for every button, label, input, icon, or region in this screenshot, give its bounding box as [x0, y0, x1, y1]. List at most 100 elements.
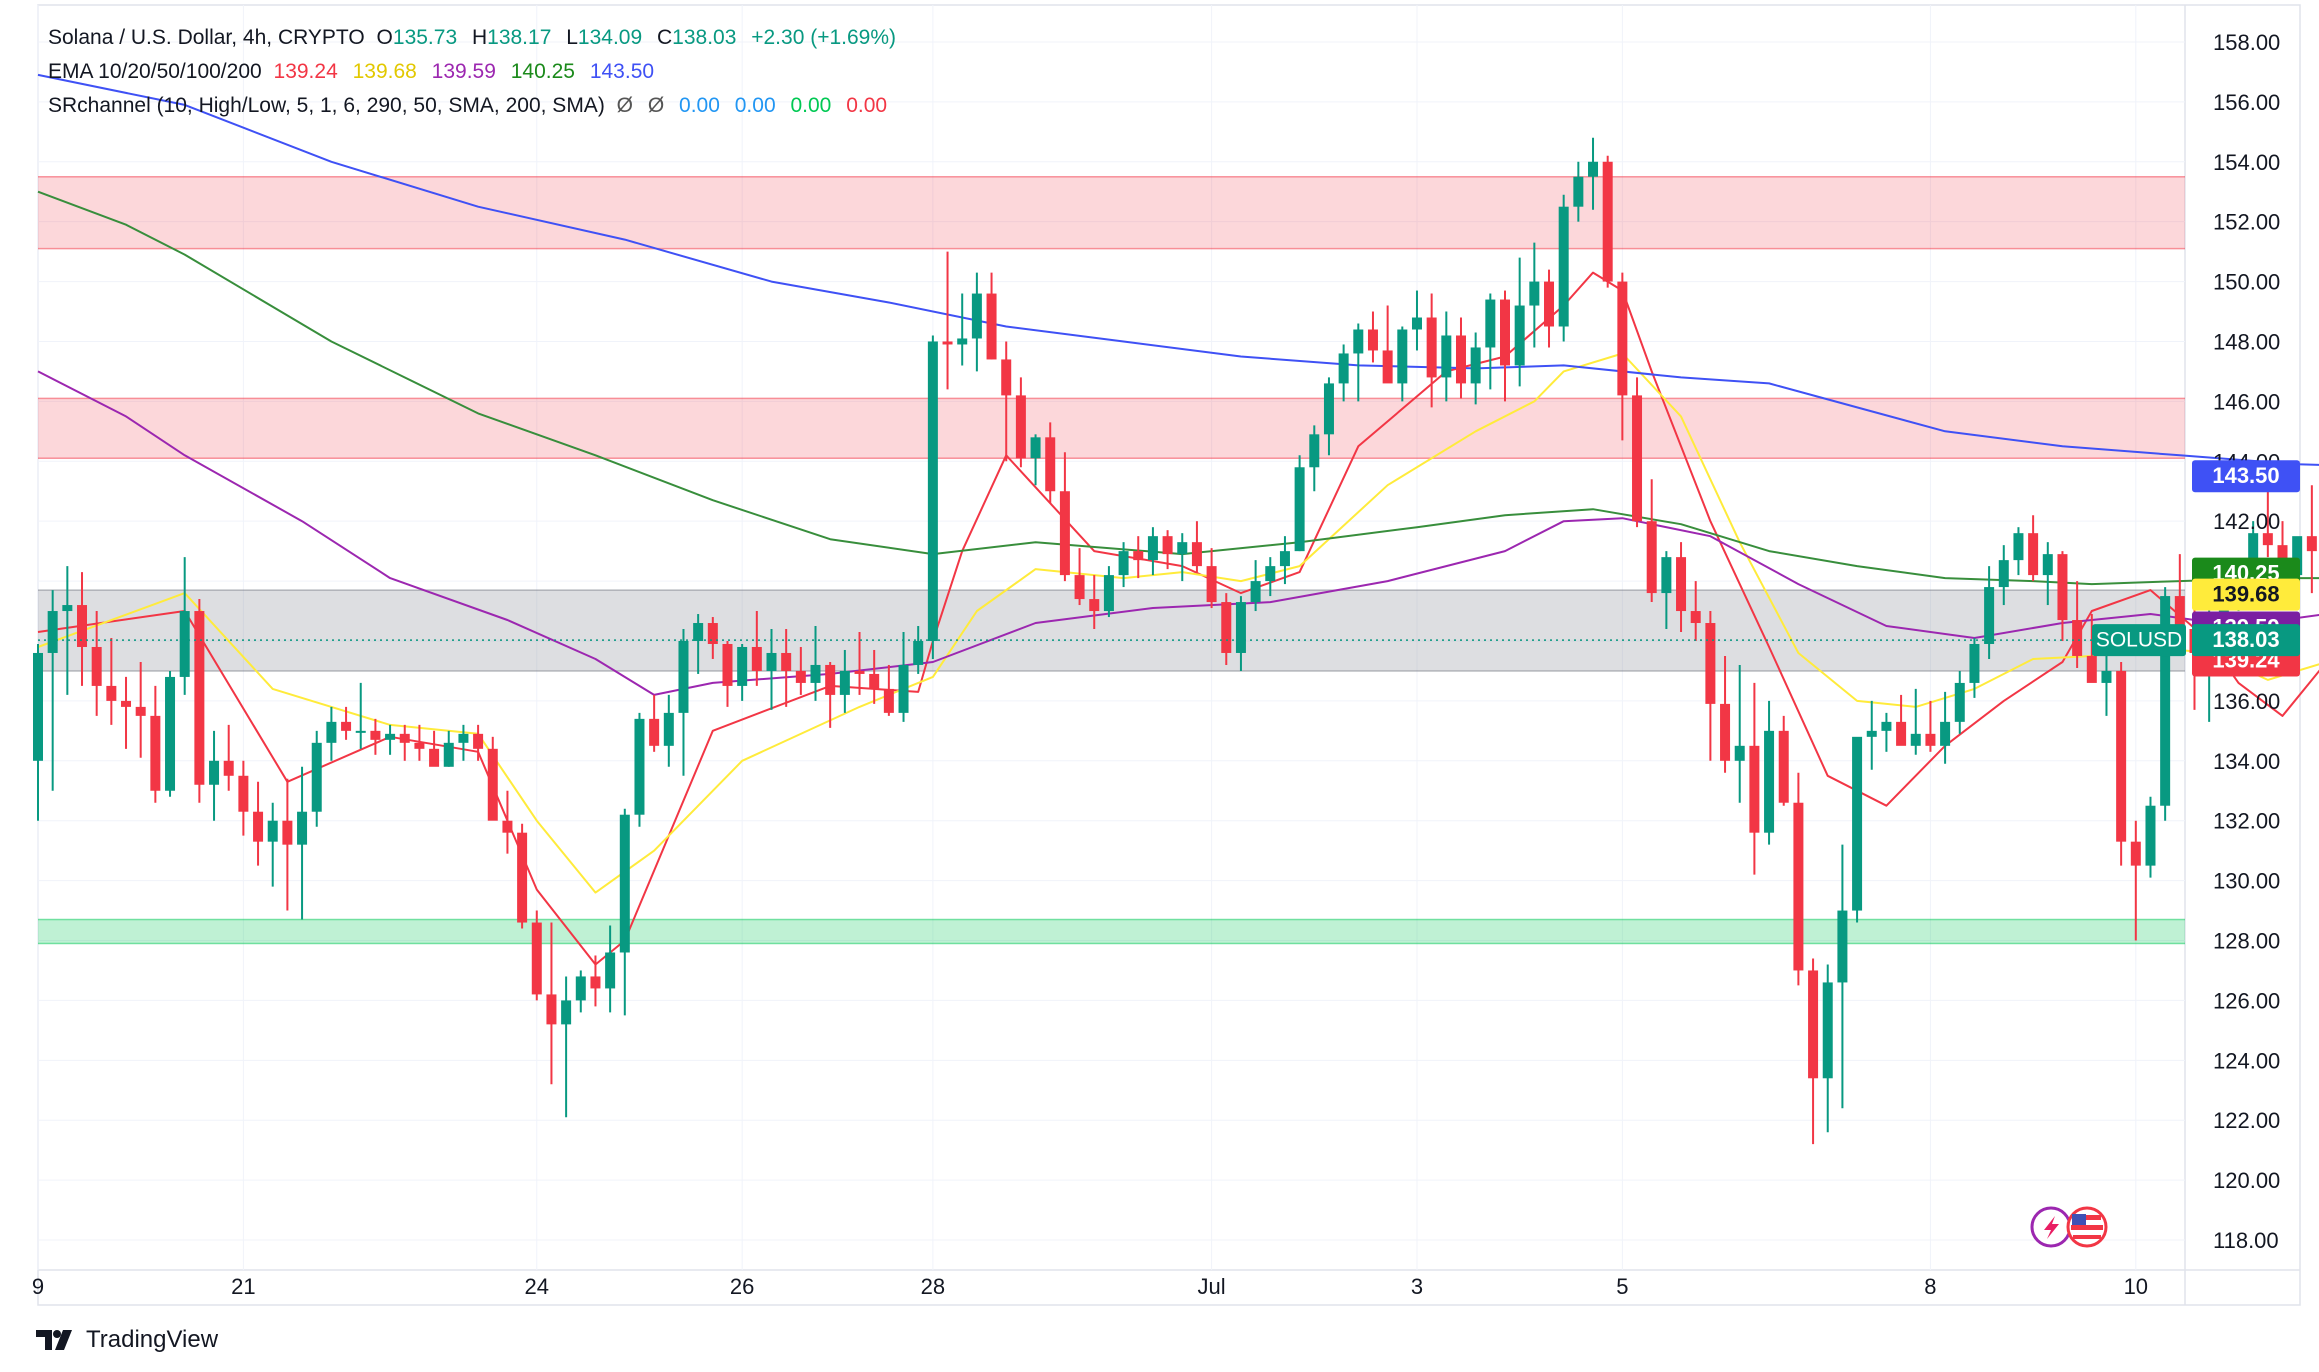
candle[interactable] — [1602, 155, 1613, 288]
candle[interactable] — [1045, 422, 1056, 504]
candle[interactable] — [619, 808, 630, 1016]
candle[interactable] — [927, 335, 938, 659]
candle[interactable] — [795, 646, 806, 695]
candle[interactable] — [1103, 566, 1114, 618]
candle[interactable] — [1544, 269, 1555, 348]
candle[interactable] — [165, 670, 176, 797]
candle[interactable] — [1940, 691, 1951, 764]
candle[interactable] — [605, 925, 616, 1013]
candle[interactable] — [1969, 637, 1980, 698]
candle[interactable] — [663, 694, 674, 767]
candle[interactable] — [1866, 700, 1877, 770]
candle[interactable] — [1881, 712, 1892, 752]
candle[interactable] — [986, 272, 997, 360]
candle[interactable] — [517, 823, 528, 929]
candle[interactable] — [311, 730, 322, 827]
candle[interactable] — [1837, 844, 1848, 1109]
candle[interactable] — [1822, 964, 1833, 1133]
candle[interactable] — [1059, 452, 1070, 582]
candle[interactable] — [590, 955, 601, 1007]
candle[interactable] — [253, 781, 264, 866]
candle[interactable] — [649, 694, 660, 752]
candle[interactable] — [575, 970, 586, 1013]
candle[interactable] — [1998, 545, 2009, 606]
candle[interactable] — [341, 706, 352, 740]
candle[interactable] — [326, 706, 337, 761]
candle[interactable] — [2160, 587, 2171, 821]
candle[interactable] — [810, 626, 821, 701]
candle[interactable] — [179, 557, 190, 695]
candle[interactable] — [62, 566, 73, 695]
ema100-line[interactable] — [37, 190, 2319, 586]
candle[interactable] — [854, 632, 865, 695]
candle[interactable] — [1309, 425, 1320, 492]
candle[interactable] — [1734, 664, 1745, 803]
candle[interactable] — [355, 682, 366, 749]
candle[interactable] — [678, 629, 689, 776]
candle[interactable] — [1133, 536, 1144, 579]
candle[interactable] — [1250, 560, 1261, 612]
candle[interactable] — [2028, 515, 2039, 582]
candle[interactable] — [2086, 614, 2097, 683]
candle[interactable] — [957, 293, 968, 366]
candle[interactable] — [722, 640, 733, 707]
candle[interactable] — [1411, 290, 1422, 351]
candle[interactable] — [1074, 548, 1085, 606]
candle[interactable] — [267, 802, 278, 887]
candle[interactable] — [634, 712, 645, 827]
candle[interactable] — [1588, 137, 1599, 210]
candle[interactable] — [1984, 566, 1995, 659]
candle[interactable] — [223, 724, 234, 791]
time-axis[interactable]: 921242628Jul3581012 — [32, 1274, 2319, 1299]
candle[interactable] — [150, 685, 161, 803]
candle[interactable] — [825, 661, 836, 728]
candle[interactable] — [869, 649, 880, 704]
candle[interactable] — [1279, 536, 1290, 585]
candle[interactable] — [2130, 820, 2141, 941]
candle[interactable] — [487, 736, 498, 821]
candle[interactable] — [839, 649, 850, 713]
candle[interactable] — [1514, 257, 1525, 387]
symbol-tag[interactable]: SOLUSD — [2092, 624, 2186, 657]
candle[interactable] — [458, 724, 469, 761]
candle[interactable] — [1089, 575, 1100, 630]
ema-title[interactable]: EMA 10/20/50/100/200 — [48, 60, 262, 83]
candle[interactable] — [1852, 736, 1863, 923]
candle[interactable] — [385, 724, 396, 755]
candle[interactable] — [1177, 533, 1188, 582]
candle[interactable] — [1793, 772, 1804, 986]
candle[interactable] — [1925, 700, 1936, 752]
candle[interactable] — [1426, 293, 1437, 408]
candle[interactable] — [1573, 161, 1584, 222]
ema-legend[interactable]: EMA 10/20/50/100/200 139.24 139.68 139.5… — [48, 60, 663, 84]
symbol-legend[interactable]: Solana / U.S. Dollar, 4h, CRYPTO O135.73… — [48, 26, 902, 50]
candle[interactable] — [473, 724, 484, 761]
candle[interactable] — [2072, 581, 2083, 668]
candle[interactable] — [1690, 581, 1701, 641]
candle[interactable] — [1632, 377, 1643, 528]
candle[interactable] — [971, 272, 982, 372]
candle[interactable] — [942, 251, 953, 390]
srchannel-legend[interactable]: SRchannel (10, High/Low, 5, 1, 6, 290, 5… — [48, 94, 896, 118]
candle[interactable] — [1367, 311, 1378, 363]
candle[interactable] — [1147, 527, 1158, 576]
candle[interactable] — [531, 910, 542, 1001]
candle[interactable] — [1294, 455, 1305, 552]
candle[interactable] — [751, 611, 762, 686]
candle[interactable] — [1676, 542, 1687, 633]
candle[interactable] — [1030, 434, 1041, 486]
candle[interactable] — [77, 572, 88, 686]
candle[interactable] — [429, 730, 440, 767]
candle[interactable] — [399, 724, 410, 761]
candle[interactable] — [1749, 682, 1760, 875]
candle[interactable] — [1558, 194, 1569, 342]
symbol-title[interactable]: Solana / U.S. Dollar, 4h, CRYPTO — [48, 26, 365, 49]
candle[interactable] — [1500, 290, 1510, 402]
candle[interactable] — [1529, 242, 1540, 348]
candle[interactable] — [443, 730, 454, 767]
candle[interactable] — [1001, 341, 1012, 462]
candle[interactable] — [1118, 542, 1129, 588]
candle[interactable] — [1397, 326, 1408, 402]
tradingview-footer[interactable]: TradingView — [36, 1324, 218, 1356]
